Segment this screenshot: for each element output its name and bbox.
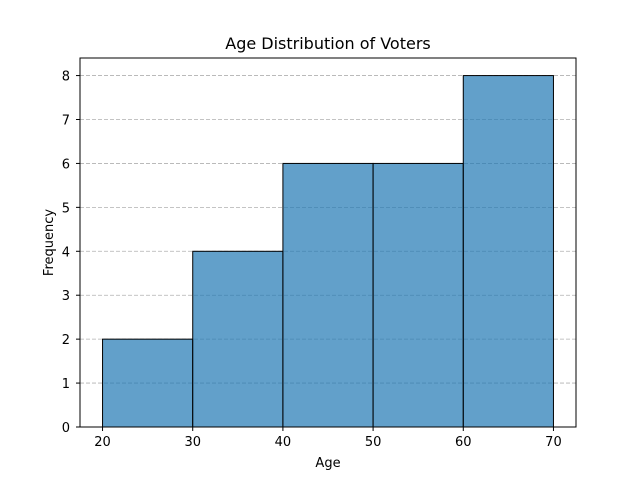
bar-50-60: [372, 162, 464, 428]
bar-60-70: [462, 75, 554, 428]
x-tick-label-30: 30: [184, 435, 201, 450]
y-tick-label-1: 1: [62, 377, 70, 392]
x-tick-label-20: 20: [94, 435, 111, 450]
x-tick-label-60: 60: [455, 435, 472, 450]
bars: [102, 75, 554, 428]
x-axis-ticks: 20 30 40 50 60 70: [94, 427, 562, 450]
y-tick-label-8: 8: [62, 70, 70, 85]
x-tick-label-40: 40: [275, 435, 292, 450]
chart-title: Age Distribution of Voters: [225, 34, 431, 53]
y-tick-label-2: 2: [62, 333, 70, 348]
plot-frame: [79, 57, 577, 428]
x-tick-label-50: 50: [365, 435, 382, 450]
y-tick-label-0: 0: [62, 421, 70, 436]
x-axis-label: Age: [315, 456, 340, 471]
y-axis-ticks: 0 1 2 3 4 5 6 7 8: [62, 70, 80, 436]
y-tick-label-3: 3: [62, 289, 70, 304]
bar-20-30: [102, 338, 194, 428]
y-tick-label-7: 7: [62, 114, 70, 129]
bar-30-40: [192, 250, 284, 428]
y-axis-label: Frequency: [42, 209, 57, 276]
x-tick-label-70: 70: [545, 435, 562, 450]
y-tick-label-6: 6: [62, 157, 70, 172]
y-tick-label-4: 4: [62, 245, 70, 260]
y-tick-label-5: 5: [62, 201, 70, 216]
bar-40-50: [282, 162, 374, 428]
